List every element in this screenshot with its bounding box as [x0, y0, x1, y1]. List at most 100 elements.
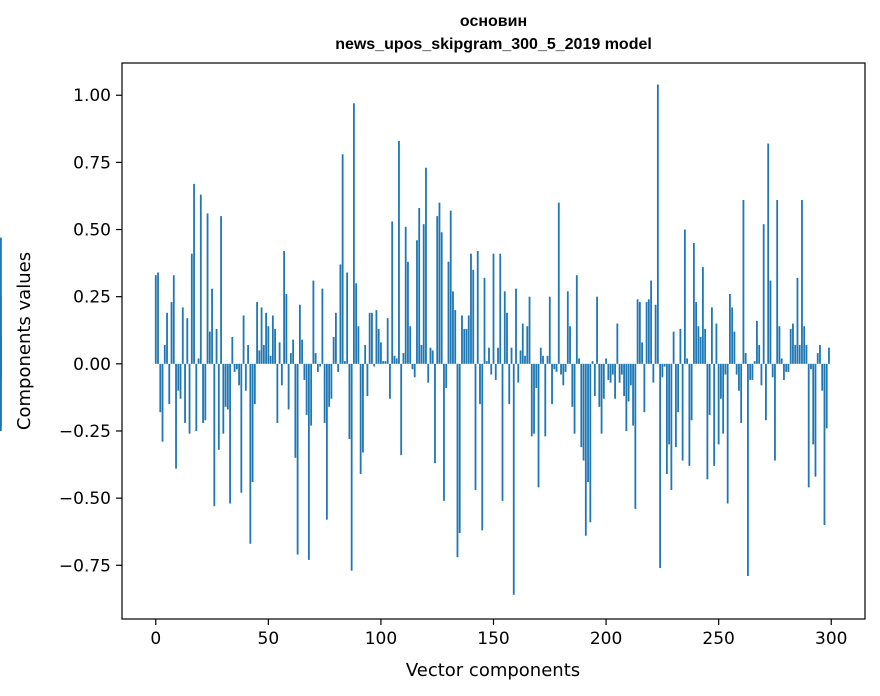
- bar: [519, 350, 522, 364]
- bar: [810, 363, 812, 370]
- bar: [400, 363, 403, 456]
- bar: [368, 312, 371, 364]
- bar: [449, 210, 452, 364]
- y-tick-label: −0.50: [59, 489, 111, 509]
- bar: [816, 353, 819, 364]
- bar: [589, 363, 592, 523]
- bar: [715, 323, 718, 364]
- bar: [193, 183, 195, 364]
- bar: [686, 358, 689, 364]
- bar: [650, 280, 653, 364]
- bar: [181, 307, 184, 364]
- bar: [776, 199, 779, 364]
- x-tick-label: 150: [477, 629, 509, 649]
- bar: [506, 312, 508, 364]
- bar: [492, 253, 495, 364]
- bar: [805, 345, 808, 364]
- bar: [447, 261, 450, 364]
- y-tick-label: 0.75: [73, 153, 111, 173]
- bar: [634, 363, 637, 509]
- bar: [440, 232, 443, 364]
- bar: [729, 293, 731, 364]
- bar: [175, 363, 177, 469]
- y-tick-label: 0.25: [73, 288, 111, 308]
- bar: [821, 363, 824, 391]
- bar: [393, 355, 396, 364]
- bar: [472, 269, 475, 364]
- bar: [794, 345, 797, 364]
- bar: [812, 363, 815, 445]
- bar: [177, 363, 180, 391]
- bar: [582, 363, 585, 461]
- bar: [287, 363, 290, 410]
- bar: [328, 363, 331, 407]
- bar: [625, 363, 628, 431]
- bar: [0, 296, 2, 364]
- bar: [226, 363, 229, 410]
- bar: [269, 355, 272, 364]
- bar: [512, 363, 515, 595]
- bar: [362, 363, 364, 453]
- bar: [778, 326, 781, 364]
- bar: [494, 363, 497, 380]
- bar: [420, 345, 423, 364]
- bar: [762, 224, 765, 364]
- bar: [695, 302, 698, 364]
- bar: [467, 315, 470, 364]
- x-tick-label: 100: [365, 629, 397, 649]
- bar: [607, 363, 610, 380]
- bar: [159, 363, 162, 413]
- bar: [454, 310, 457, 364]
- bar: [656, 84, 659, 364]
- bar: [533, 363, 535, 434]
- bar: [499, 253, 502, 364]
- bar: [265, 312, 267, 364]
- bar: [294, 363, 297, 458]
- bar: [321, 288, 324, 364]
- bar: [260, 307, 263, 364]
- bar: [384, 361, 387, 364]
- bar: [429, 347, 432, 364]
- bar: [280, 363, 283, 386]
- bar: [819, 345, 821, 364]
- bar: [618, 363, 621, 383]
- bar: [641, 342, 644, 364]
- bar: [184, 363, 186, 423]
- bar: [652, 363, 655, 383]
- chart-title: основин: [459, 13, 528, 30]
- bar: [627, 363, 630, 402]
- bar: [355, 283, 358, 364]
- bar: [580, 363, 583, 448]
- x-tick-label: 50: [258, 629, 280, 649]
- bar: [679, 328, 682, 364]
- bar: [665, 363, 668, 474]
- bar: [708, 363, 711, 415]
- bar: [364, 345, 367, 364]
- bar: [497, 347, 499, 364]
- bar: [332, 336, 335, 364]
- bar: [292, 339, 295, 364]
- bar: [722, 363, 725, 434]
- bar: [814, 363, 817, 477]
- bar: [350, 363, 353, 571]
- y-tick-label: 0.50: [73, 221, 111, 241]
- bar: [654, 304, 657, 364]
- bar: [769, 280, 772, 364]
- bar: [211, 288, 213, 364]
- bar: [760, 363, 763, 386]
- bar: [188, 363, 191, 434]
- bar: [235, 363, 238, 370]
- bar: [172, 275, 175, 364]
- bar: [438, 202, 441, 364]
- bar: [465, 328, 468, 364]
- bar: [0, 363, 2, 426]
- bar: [535, 363, 538, 389]
- bar: [807, 363, 810, 488]
- bar: [528, 296, 531, 364]
- bar: [677, 363, 680, 413]
- bar: [713, 363, 716, 466]
- x-tick-label: 250: [702, 629, 734, 649]
- bar: [785, 363, 788, 372]
- bar: [366, 363, 369, 397]
- bar: [530, 363, 533, 437]
